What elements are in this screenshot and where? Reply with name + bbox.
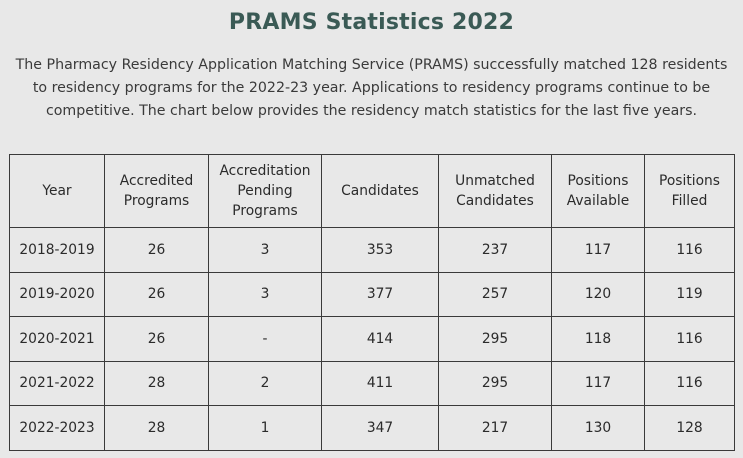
header-accreditation-pending-programs: Accreditation Pending Programs bbox=[208, 154, 322, 228]
cell-candidates: 411 bbox=[321, 360, 439, 406]
cell-positions-filled: 116 bbox=[644, 360, 735, 406]
header-year: Year bbox=[9, 154, 105, 228]
cell-positions-available: 120 bbox=[551, 271, 645, 317]
cell-candidates: 353 bbox=[321, 227, 439, 273]
cell-pending-programs: 1 bbox=[208, 405, 322, 451]
cell-year: 2022-2023 bbox=[9, 405, 105, 451]
header-candidates: Candidates bbox=[321, 154, 439, 228]
cell-accredited-programs: 26 bbox=[104, 316, 209, 362]
cell-accredited-programs: 26 bbox=[104, 227, 209, 273]
cell-year: 2021-2022 bbox=[9, 360, 105, 406]
cell-unmatched-candidates: 295 bbox=[438, 316, 552, 362]
cell-accredited-programs: 28 bbox=[104, 405, 209, 451]
cell-candidates: 414 bbox=[321, 316, 439, 362]
cell-positions-filled: 119 bbox=[644, 271, 735, 317]
cell-accredited-programs: 28 bbox=[104, 360, 209, 406]
table-row: 2020-2021 26 - 414 295 118 116 bbox=[9, 316, 735, 362]
table-header-row: Year Accredited Programs Accreditation P… bbox=[9, 154, 735, 228]
cell-unmatched-candidates: 257 bbox=[438, 271, 552, 317]
header-positions-filled: Positions Filled bbox=[644, 154, 735, 228]
cell-positions-available: 118 bbox=[551, 316, 645, 362]
table-row: 2022-2023 28 1 347 217 130 128 bbox=[9, 405, 735, 451]
cell-positions-filled: 116 bbox=[644, 316, 735, 362]
cell-positions-available: 117 bbox=[551, 360, 645, 406]
page-title: PRAMS Statistics 2022 bbox=[228, 10, 515, 35]
header-accredited-programs: Accredited Programs bbox=[104, 154, 209, 228]
cell-positions-filled: 116 bbox=[644, 227, 735, 273]
cell-accredited-programs: 26 bbox=[104, 271, 209, 317]
cell-unmatched-candidates: 237 bbox=[438, 227, 552, 273]
header-unmatched-candidates: Unmatched Candidates bbox=[438, 154, 552, 228]
cell-positions-filled: 128 bbox=[644, 405, 735, 451]
cell-pending-programs: 3 bbox=[208, 227, 322, 273]
intro-paragraph: The Pharmacy Residency Application Match… bbox=[15, 57, 728, 119]
header-positions-available: Positions Available bbox=[551, 154, 645, 228]
cell-year: 2018-2019 bbox=[9, 227, 105, 273]
cell-pending-programs: 3 bbox=[208, 271, 322, 317]
cell-unmatched-candidates: 295 bbox=[438, 360, 552, 406]
cell-candidates: 377 bbox=[321, 271, 439, 317]
cell-year: 2020-2021 bbox=[9, 316, 105, 362]
cell-positions-available: 117 bbox=[551, 227, 645, 273]
cell-pending-programs: - bbox=[208, 316, 322, 362]
statistics-table: Year Accredited Programs Accreditation P… bbox=[9, 154, 735, 451]
cell-positions-available: 130 bbox=[551, 405, 645, 451]
table-row: 2021-2022 28 2 411 295 117 116 bbox=[9, 360, 735, 406]
cell-candidates: 347 bbox=[321, 405, 439, 451]
cell-unmatched-candidates: 217 bbox=[438, 405, 552, 451]
cell-pending-programs: 2 bbox=[208, 360, 322, 406]
cell-year: 2019-2020 bbox=[9, 271, 105, 317]
table-row: 2019-2020 26 3 377 257 120 119 bbox=[9, 271, 735, 317]
table-row: 2018-2019 26 3 353 237 117 116 bbox=[9, 227, 735, 273]
